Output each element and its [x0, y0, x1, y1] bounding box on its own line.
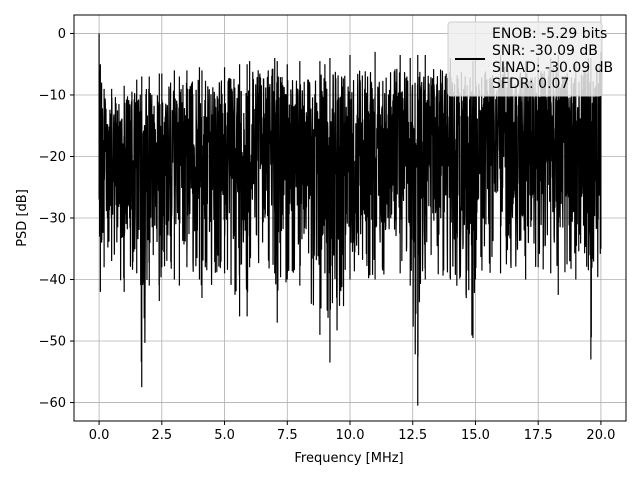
- y-tick-label: −40: [39, 273, 66, 288]
- x-tick-label: 0.0: [89, 428, 110, 443]
- y-tick-label: −60: [39, 396, 66, 411]
- x-tick-label: 7.5: [277, 428, 298, 443]
- plot-data: [98, 33, 602, 406]
- legend-entry-enob: ENOB: -5.29 bits: [492, 26, 607, 42]
- x-tick-label: 15.0: [461, 428, 490, 443]
- y-tick-label: −20: [39, 150, 66, 165]
- x-tick-label: 12.5: [398, 428, 427, 443]
- y-tick-label: 0: [58, 27, 66, 42]
- x-axis-label: Frequency [MHz]: [294, 451, 403, 466]
- y-tick-label: −10: [39, 88, 66, 103]
- y-axis: 0 −10 −20 −30 −40 −50 −60: [39, 27, 74, 411]
- legend-entry-snr: SNR: -30.09 dB: [492, 43, 598, 59]
- legend-box: [447, 21, 603, 97]
- legend-entry-sinad: SINAD: -30.09 dB: [492, 60, 613, 76]
- x-tick-label: 10.0: [336, 428, 365, 443]
- psd-series-line: [98, 33, 602, 406]
- y-tick-label: −30: [39, 212, 66, 227]
- y-axis-label: PSD [dB]: [15, 189, 30, 247]
- legend: ENOB: -5.29 bits SNR: -30.09 dB SINAD: -…: [447, 21, 613, 97]
- y-tick-label: −50: [39, 335, 66, 350]
- x-tick-label: 20.0: [586, 428, 615, 443]
- x-tick-label: 5.0: [214, 428, 235, 443]
- legend-entry-sfdr: SFDR: 0.07: [492, 76, 569, 92]
- x-tick-label: 17.5: [524, 428, 553, 443]
- x-axis: 0.0 2.5 5.0 7.5 10.0 12.5 15.0 17.5 20.0: [89, 421, 615, 443]
- x-tick-label: 2.5: [151, 428, 172, 443]
